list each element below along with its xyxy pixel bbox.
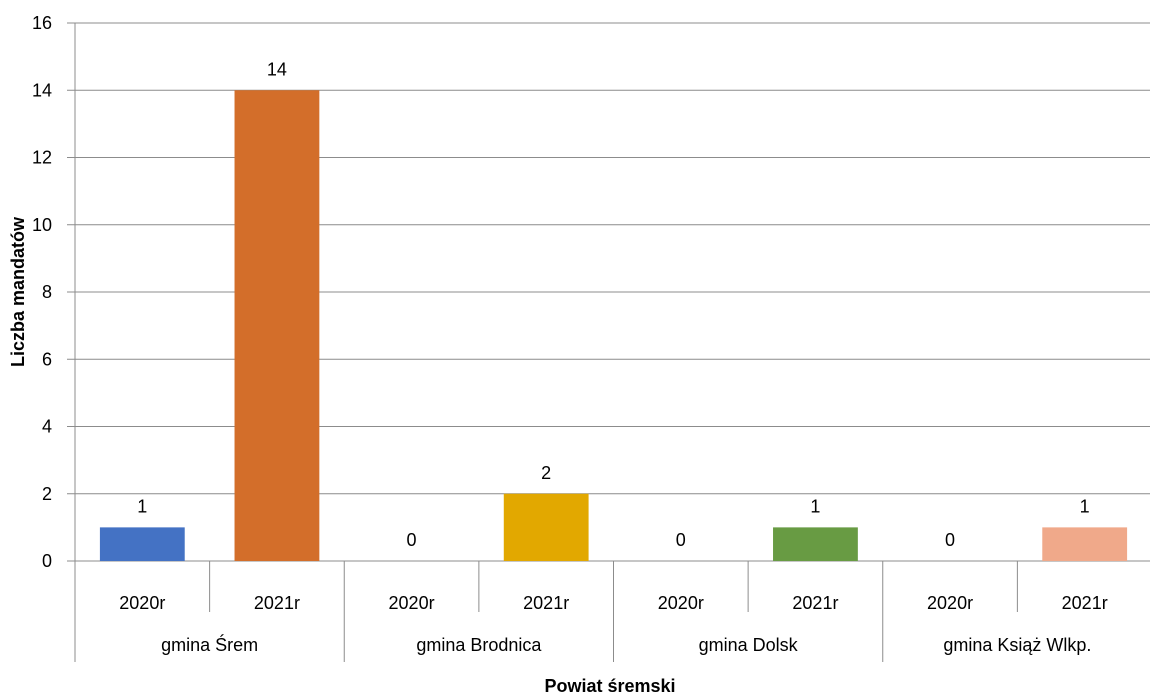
data-label: 1 [137, 496, 147, 516]
y-tick-label: 2 [42, 484, 52, 504]
y-tick-label: 6 [42, 349, 52, 369]
data-label: 0 [407, 530, 417, 550]
data-label: 0 [945, 530, 955, 550]
x-tick-label: 2021r [792, 593, 838, 613]
y-axis-title: Liczba mandatów [8, 216, 28, 367]
x-tick-label: 2021r [1062, 593, 1108, 613]
y-tick-label: 0 [42, 551, 52, 571]
axes [74, 23, 1018, 662]
data-label: 14 [267, 59, 287, 79]
data-label: 2 [541, 463, 551, 483]
bar [773, 527, 858, 561]
bar [234, 90, 320, 561]
x-tick-label: 2020r [119, 593, 165, 613]
bar [99, 527, 185, 561]
x-tick-label: 2021r [523, 593, 569, 613]
x-tick-label: 2020r [389, 593, 435, 613]
x-tick-label: 2020r [658, 593, 704, 613]
grid-lines [67, 22, 1150, 562]
group-label: gmina Brodnica [416, 635, 542, 655]
bars [99, 90, 1128, 561]
y-tick-label: 14 [32, 80, 52, 100]
x-tick-label: 2021r [254, 593, 300, 613]
bar [1042, 527, 1128, 561]
x-axis-title: Powiat śremski [544, 676, 675, 696]
y-tick-label: 8 [42, 282, 52, 302]
data-label: 1 [1080, 496, 1090, 516]
x-tick-label: 2020r [927, 593, 973, 613]
group-label: gmina Śrem [161, 634, 258, 655]
group-label: gmina Książ Wlkp. [943, 635, 1091, 655]
y-tick-label: 16 [32, 13, 52, 33]
y-tick-label: 12 [32, 148, 52, 168]
labels: 024681012141612020r142021r02020r22021r02… [32, 13, 1108, 655]
group-label: gmina Dolsk [699, 635, 799, 655]
data-label: 1 [810, 496, 820, 516]
y-tick-label: 4 [42, 417, 52, 437]
data-label: 0 [676, 530, 686, 550]
y-tick-label: 10 [32, 215, 52, 235]
bar [503, 493, 589, 561]
